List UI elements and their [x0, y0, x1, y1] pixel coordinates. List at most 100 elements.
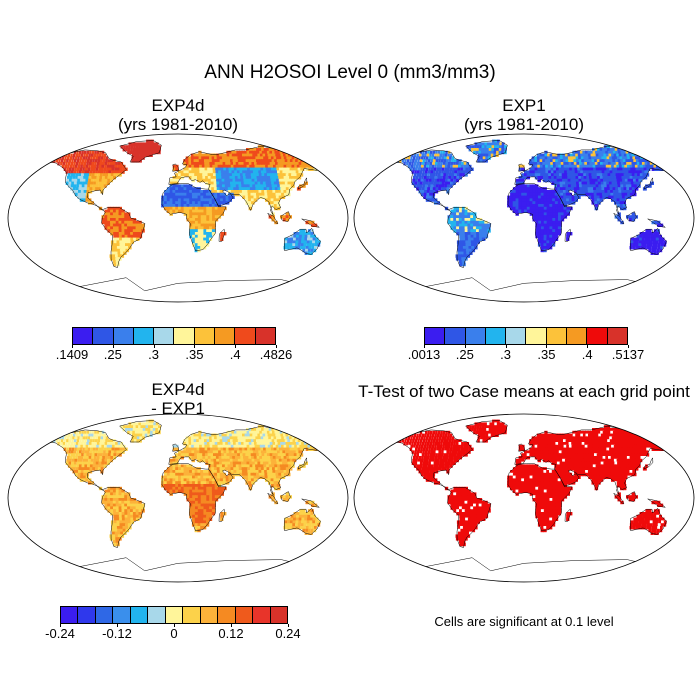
- legend-tick-mark: [194, 345, 196, 348]
- legend-swatch: [567, 328, 588, 344]
- legend-swatch: [174, 328, 195, 344]
- legend-swatch: [270, 607, 288, 623]
- legend-swatch: [113, 328, 134, 344]
- coastline-eurasia: [168, 425, 334, 496]
- legend-tick-mark: [505, 345, 507, 348]
- map-exp4d: [7, 133, 349, 303]
- legend-tick-mark: [153, 345, 155, 348]
- legend-tick-label: .3: [148, 347, 160, 362]
- legend-swatch: [445, 328, 466, 344]
- legend-tick-label: .4: [229, 347, 241, 362]
- coastline-uk: [172, 443, 180, 452]
- coastline-madagascar: [218, 228, 226, 242]
- coastline-greenland: [119, 420, 162, 443]
- legend-exp4d: .1409 .25 .3 .35 .4 .4826: [56, 327, 292, 373]
- legend-swatch: [133, 328, 155, 344]
- legend-tick-label: 0.12: [218, 626, 244, 641]
- legend-tick-label: -0.12: [102, 626, 132, 641]
- map-diff: [7, 413, 349, 583]
- coastline-indonesia-sumatra: [267, 212, 279, 225]
- main-title: ANN H2OSOI Level 0 (mm3/mm3): [204, 62, 496, 83]
- coastline-north-america: [379, 149, 473, 211]
- coastline-africa: [507, 183, 573, 251]
- legend-swatch: [200, 607, 219, 623]
- coastline-australia: [630, 227, 667, 255]
- legend-swatch: [546, 328, 568, 344]
- panel-title-exp1: EXP1 (yrs 1981-2010): [463, 96, 584, 134]
- legend-swatch: [485, 328, 507, 344]
- legend-tick-label: 0.24: [275, 626, 301, 641]
- legend-tick-label: .5137: [611, 347, 645, 362]
- legend-swatch: [253, 607, 271, 623]
- legend-diff: -0.24 -0.12 0 0.12 0.24: [45, 606, 301, 652]
- land-cells: [33, 139, 341, 267]
- coastline-australia: [630, 507, 667, 535]
- legend-tick-mark: [72, 345, 73, 348]
- map-border: [7, 413, 349, 583]
- legend-swatch: [154, 328, 175, 344]
- coastlines: [373, 420, 688, 582]
- legend-tick-label: .4826: [259, 347, 293, 362]
- legend-tick-mark: [628, 345, 629, 348]
- coastline-eurasia: [168, 145, 334, 216]
- legend-tick-label: .4: [581, 347, 593, 362]
- panel-title-diff: EXP4d - EXP1: [151, 380, 205, 418]
- legend-tick-mark: [174, 624, 175, 627]
- land-cells: [379, 139, 687, 267]
- legend-tick-mark: [60, 624, 61, 627]
- coastline-antarctica-edge: [373, 557, 675, 582]
- legend-swatch: [93, 328, 114, 344]
- legend-tick-label: .3: [500, 347, 512, 362]
- legend-tick-label: 0: [170, 626, 178, 641]
- coastline-japan: [643, 177, 654, 190]
- legend-tick-mark: [231, 624, 232, 627]
- legend-swatch: [61, 607, 79, 623]
- coastline-eurasia: [514, 145, 680, 216]
- legend-tick-mark: [117, 624, 118, 627]
- legend-swatch: [194, 328, 216, 344]
- coastline-south-america: [101, 487, 146, 548]
- legend-swatch: [130, 607, 149, 623]
- coastline-indonesia-borneo: [626, 211, 637, 222]
- coastline-africa: [507, 463, 573, 531]
- coastline-uk: [518, 163, 526, 172]
- legend-tick-mark: [235, 345, 237, 348]
- legend-tick-mark: [288, 624, 289, 627]
- legend-swatch: [235, 607, 254, 623]
- legend-swatch: [255, 328, 275, 344]
- coastlines: [27, 420, 342, 582]
- legend-exp1: .0013 .25 .3 .35 .4 .5137: [408, 327, 644, 373]
- coastline-new-guinea: [647, 498, 667, 508]
- coastline-antarctica-edge: [27, 277, 329, 302]
- panel-title-ttest: T-Test of two Case means at each grid po…: [358, 382, 690, 401]
- legend-colorbar: [424, 327, 628, 345]
- coastline-japan: [297, 457, 308, 470]
- coastline-north-america: [33, 429, 127, 491]
- coastline-indonesia-borneo: [280, 211, 291, 222]
- land-cells: [379, 419, 687, 547]
- legend-swatch: [218, 607, 236, 623]
- legend-tick-label: -0.24: [45, 626, 75, 641]
- coastline-africa: [161, 463, 227, 531]
- coastline-uk: [172, 163, 180, 172]
- legend-tick-label: .35: [537, 347, 556, 362]
- legend-swatch: [165, 607, 184, 623]
- coastline-new-guinea: [301, 218, 321, 228]
- coastline-indonesia-borneo: [280, 491, 291, 502]
- legend-swatch: [587, 328, 608, 344]
- legend-swatch: [465, 328, 486, 344]
- coastline-indonesia-sumatra: [267, 492, 279, 505]
- legend-swatch: [113, 607, 131, 623]
- legend-tick-label: .35: [185, 347, 204, 362]
- coastline-indonesia-sumatra: [613, 492, 625, 505]
- coastline-africa: [161, 183, 227, 251]
- coastline-south-america: [101, 207, 146, 268]
- coastline-japan: [643, 457, 654, 470]
- coastline-uk: [518, 443, 526, 452]
- legend-swatch: [95, 607, 114, 623]
- legend-swatch: [526, 328, 547, 344]
- legend-tick-label: .0013: [407, 347, 441, 362]
- coastline-indonesia-sumatra: [613, 212, 625, 225]
- legend-tick-label: .25: [455, 347, 474, 362]
- legend-swatch: [73, 328, 94, 344]
